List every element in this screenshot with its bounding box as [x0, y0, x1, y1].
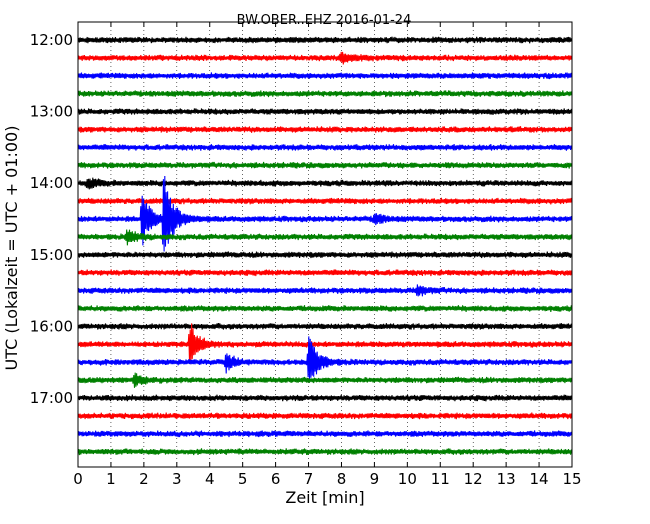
y-tick-label: 12:00 [30, 31, 73, 49]
x-tick-label: 2 [139, 470, 149, 488]
x-tick-label: 4 [205, 470, 215, 488]
x-tick-label: 1 [106, 470, 116, 488]
seismic-trace [77, 448, 573, 456]
seismic-trace [77, 269, 573, 277]
seismic-trace [77, 36, 573, 44]
seismic-trace [77, 251, 573, 259]
x-tick-label: 10 [398, 470, 417, 488]
chart-title: BW.OBER..EHZ 2016-01-24 [237, 13, 412, 28]
plot-frame [77, 21, 573, 468]
y-tick-label: 17:00 [30, 389, 73, 407]
seismic-trace [77, 175, 573, 252]
seismic-trace [77, 229, 573, 246]
y-tick-label: 14:00 [30, 174, 73, 192]
x-axis-label: Zeit [min] [285, 488, 364, 507]
seismic-trace [77, 126, 573, 133]
x-tick-label: 9 [370, 470, 380, 488]
seismic-trace [77, 197, 573, 205]
x-axis-ticks: 0 1 2 3 4 5 6 7 8 9 10 11 12 13 14 15 [73, 22, 582, 488]
x-tick-label: 12 [464, 470, 483, 488]
seismic-trace [77, 144, 573, 151]
x-tick-label: 3 [172, 470, 182, 488]
seismic-trace [77, 394, 573, 402]
y-tick-label: 16:00 [30, 317, 73, 335]
seismic-trace [77, 177, 573, 190]
x-tick-label: 0 [73, 470, 83, 488]
seismic-trace [77, 430, 573, 438]
x-tick-label: 14 [530, 470, 549, 488]
x-tick-label: 6 [271, 470, 281, 488]
seismic-trace [77, 51, 573, 65]
x-tick-label: 15 [562, 470, 581, 488]
x-tick-label: 11 [431, 470, 450, 488]
seismic-trace [77, 90, 573, 98]
x-tick-label: 8 [337, 470, 347, 488]
y-tick-label: 13:00 [30, 103, 73, 121]
seismic-trace [77, 412, 573, 420]
x-tick-label: 5 [238, 470, 248, 488]
seismic-trace [77, 161, 573, 169]
seismic-trace [77, 323, 573, 330]
seismic-trace [77, 323, 573, 365]
seismic-trace [77, 336, 573, 381]
y-tick-label: 15:00 [30, 246, 73, 264]
seismic-trace [77, 372, 573, 388]
seismic-trace [77, 305, 573, 312]
seismic-traces [77, 36, 573, 456]
x-tick-label: 13 [497, 470, 516, 488]
y-axis-ticks: 12:00 13:00 14:00 15:00 16:00 17:00 [30, 31, 83, 407]
seismic-trace [77, 72, 573, 80]
x-tick-label: 7 [304, 470, 314, 488]
y-axis-label: UTC (Lokalzeit = UTC + 01:00) [2, 126, 21, 371]
seismic-trace [77, 284, 573, 297]
seismic-trace [77, 108, 573, 115]
